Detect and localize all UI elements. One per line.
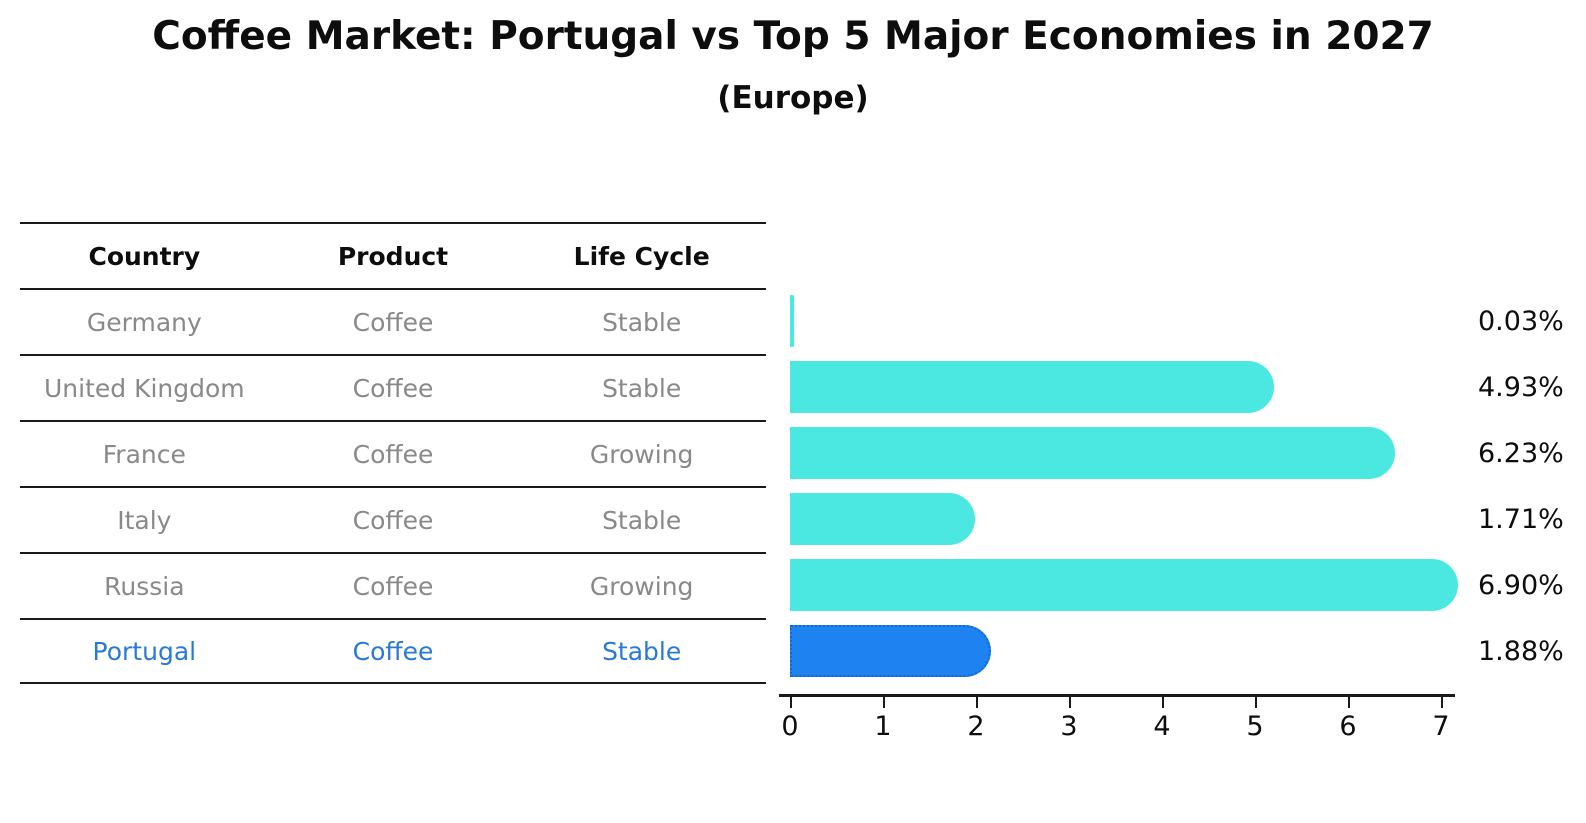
bar-portugal [790, 625, 991, 677]
chart-title: Coffee Market: Portugal vs Top 5 Major E… [152, 14, 1434, 59]
table-cell-country: Portugal [92, 636, 197, 666]
chart-subtitle: (Europe) [717, 80, 869, 116]
table-cell-product: Coffee [352, 636, 434, 666]
table-row: Germany Coffee Stable [20, 288, 766, 354]
bar-value-label: 6.23% [1478, 438, 1564, 469]
bar-france [790, 427, 1396, 479]
x-axis-tick [976, 697, 978, 708]
x-axis-tick-label: 1 [874, 711, 892, 742]
table-header-cell: Life Cycle [573, 241, 710, 271]
table-header-cell: Product [337, 241, 449, 271]
table-cell-product: Coffee [352, 373, 434, 403]
table-cell-country: Italy [117, 505, 172, 535]
table-row: Russia Coffee Growing [20, 552, 766, 618]
table-row: Italy Coffee Stable [20, 486, 766, 552]
table-cell-life-cycle: Growing [589, 439, 694, 469]
x-axis-tick-label: 0 [781, 711, 799, 742]
table-cell-life-cycle: Stable [602, 636, 682, 666]
table-cell-product: Coffee [352, 439, 434, 469]
x-axis-tick-label: 6 [1339, 711, 1357, 742]
x-axis-tick-label: 7 [1432, 711, 1450, 742]
table-cell-country: Russia [104, 571, 185, 601]
table-cell-life-cycle: Stable [602, 505, 682, 535]
bar-value-label: 4.93% [1478, 372, 1564, 403]
table-cell-country: United Kingdom [43, 373, 245, 403]
table-cell-life-cycle: Stable [602, 373, 682, 403]
bar-value-label: 1.71% [1478, 504, 1564, 535]
bar-italy [790, 493, 976, 545]
table-row: United Kingdom Coffee Stable [20, 354, 766, 420]
x-axis [779, 694, 1455, 697]
x-axis-tick [1069, 697, 1071, 708]
x-axis-tick-label: 2 [967, 711, 985, 742]
bar-germany [790, 295, 794, 347]
table-cell-country: Germany [86, 307, 202, 337]
table-cell-life-cycle: Growing [589, 571, 694, 601]
x-axis-tick-label: 4 [1153, 711, 1171, 742]
bar-value-label: 0.03% [1478, 306, 1564, 337]
country-table: Country Product Life Cycle Germany Coffee Sta… [20, 222, 766, 684]
table-header-cell: Country [88, 241, 201, 271]
table-cell-product: Coffee [352, 307, 434, 337]
table-header-row: Country Product Life Cycle [20, 222, 766, 288]
bar-united-kingdom [790, 361, 1275, 413]
x-axis-tick [883, 697, 885, 708]
bar-value-label: 6.90% [1478, 570, 1564, 601]
x-axis-tick [1255, 697, 1257, 708]
table-cell-country: France [102, 439, 186, 469]
table-row: France Coffee Growing [20, 420, 766, 486]
x-axis-tick-label: 5 [1246, 711, 1264, 742]
table-row: Portugal Coffee Stable [20, 618, 766, 684]
x-axis-tick-label: 3 [1060, 711, 1078, 742]
table-cell-product: Coffee [352, 505, 434, 535]
table-cell-product: Coffee [352, 571, 434, 601]
x-axis-tick [1162, 697, 1164, 708]
bar-russia [790, 559, 1458, 611]
x-axis-tick [1441, 697, 1443, 708]
x-axis-tick [790, 697, 792, 708]
bar-value-label: 1.88% [1478, 636, 1564, 667]
table-cell-life-cycle: Stable [602, 307, 682, 337]
x-axis-tick [1348, 697, 1350, 708]
